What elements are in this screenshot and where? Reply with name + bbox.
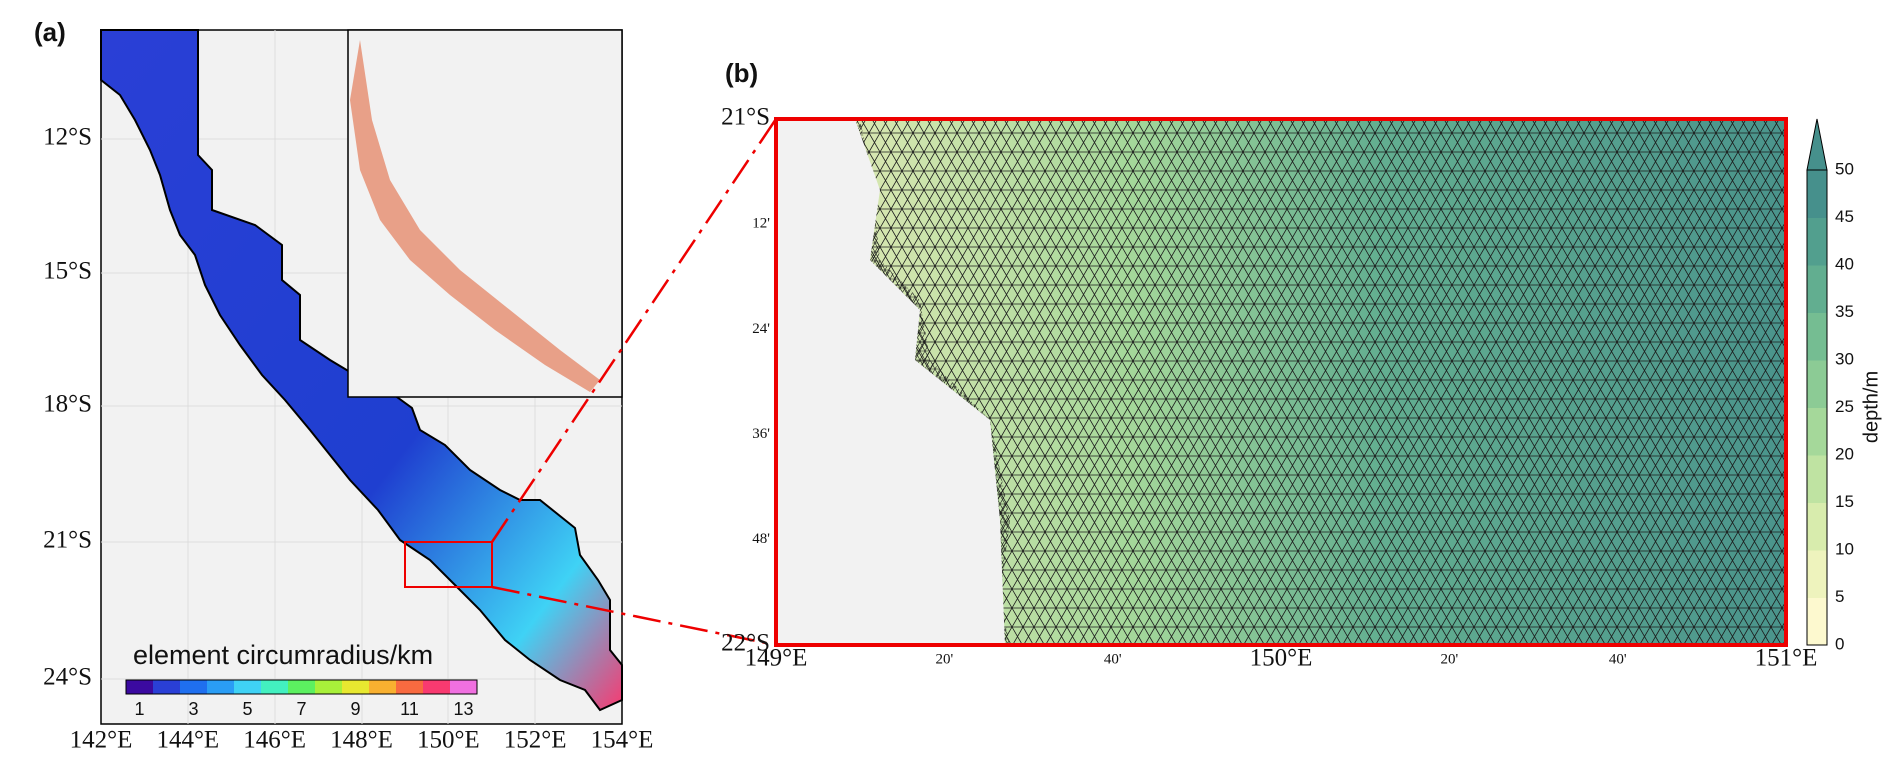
colorbar-tick-label: 20: [1835, 444, 1854, 463]
zoom-lines: [490, 118, 778, 647]
y-tick-label: 18°S: [43, 391, 92, 418]
colorbar-arrow: [1806, 118, 1828, 171]
map-frame-b: [774, 117, 1788, 647]
colorbar-tick-label: 7: [296, 699, 306, 719]
colorbar-bin: [1807, 360, 1827, 408]
colorbar-tick-label: 50: [1835, 159, 1854, 178]
colorbar-bin: [1807, 312, 1827, 361]
colorbar-bin: [288, 680, 316, 694]
colorbar-bin: [261, 680, 289, 694]
colorbar-bin: [1807, 217, 1827, 266]
colorbar-tick-label: 10: [1835, 539, 1854, 558]
colorbar-bin: [126, 680, 154, 694]
colorbar-title: element circumradius/km: [133, 640, 433, 670]
colorbar-tick-label: 15: [1835, 492, 1854, 511]
colorbar-bin: [1807, 170, 1827, 218]
colorbar-bin: [1807, 597, 1827, 646]
colorbar-tick-label: 11: [400, 699, 419, 719]
colorbar-bin: [1807, 265, 1827, 313]
x-tick-label: 150°E: [1250, 645, 1313, 672]
colorbar-bin: [153, 680, 181, 694]
mesh-region: [100, 29, 623, 712]
y-tick-label: 12°S: [43, 124, 92, 151]
colorbar-frame: [1806, 169, 1828, 646]
y-tick-label: 24': [752, 321, 770, 337]
y-tick-label: 36': [752, 426, 770, 442]
colorbar-tick-label: 3: [188, 699, 198, 719]
colorbar-bin: [1807, 502, 1827, 551]
colorbar-bin: [207, 680, 235, 694]
land: [776, 119, 1005, 645]
colorbar-bin: [315, 680, 343, 694]
colorbar-bin: [1807, 407, 1827, 456]
colorbar-tick-label: 45: [1835, 207, 1854, 226]
colorbar-tick-label: 30: [1835, 349, 1854, 368]
colorbar-bin: [234, 680, 262, 694]
colorbar-tick-label: 5: [242, 699, 252, 719]
colorbar-bin: [396, 680, 424, 694]
x-tick-label: 40': [1104, 651, 1122, 667]
x-tick-label: 20': [1440, 651, 1458, 667]
x-tick-label: 144°E: [156, 727, 219, 754]
colorbar-bin: [180, 680, 208, 694]
x-tick-label: 149°E: [745, 645, 808, 672]
colorbar-bin: [1807, 550, 1827, 598]
y-tick-label: 12': [752, 216, 770, 232]
inset-mesh: [350, 40, 600, 392]
panel-label: (b): [725, 58, 758, 88]
colorbar-bin: [423, 680, 451, 694]
x-tick-label: 151°E: [1755, 645, 1818, 672]
colorbar-tick-label: 1: [134, 699, 144, 719]
y-tick-label: 15°S: [43, 258, 92, 285]
x-tick-label: 142°E: [70, 727, 133, 754]
panel-label: (a): [34, 17, 66, 47]
zoom-box: [404, 541, 493, 588]
colorbar-bin: [342, 680, 370, 694]
y-tick-label: 24°S: [43, 664, 92, 691]
colorbar-bin: [369, 680, 397, 694]
y-tick-label: 21°S: [721, 104, 770, 131]
y-tick-label: 22°S: [721, 630, 770, 657]
x-tick-label: 146°E: [243, 727, 306, 754]
colorbar-tick-label: 5: [1835, 587, 1844, 606]
y-tick-label: 21°S: [43, 527, 92, 554]
x-tick-label: 152°E: [504, 727, 567, 754]
x-tick-label: 148°E: [330, 727, 393, 754]
y-tick-label: 48': [752, 531, 770, 547]
colorbar-bin: [1807, 455, 1827, 503]
x-tick-label: 150°E: [417, 727, 480, 754]
x-tick-label: 40': [1609, 651, 1627, 667]
colorbar-title: depth/m: [1860, 371, 1882, 443]
colorbar-tick-label: 35: [1835, 302, 1854, 321]
colorbar-bin: [450, 680, 478, 694]
x-tick-label: 154°E: [591, 727, 654, 754]
colorbar-frame: [125, 679, 478, 695]
colorbar-tick-label: 40: [1835, 254, 1854, 273]
colorbar-tick-label: 13: [453, 699, 473, 719]
colorbar-tick-label: 0: [1835, 634, 1844, 653]
colorbar-tick-label: 9: [350, 699, 360, 719]
colorbar-tick-label: 25: [1835, 397, 1854, 416]
x-tick-label: 20': [935, 651, 953, 667]
